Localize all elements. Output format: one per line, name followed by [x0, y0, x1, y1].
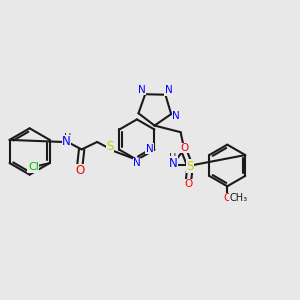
Text: N: N — [138, 85, 146, 95]
Text: N: N — [169, 157, 178, 169]
Text: O: O — [181, 143, 189, 153]
Text: H: H — [169, 153, 176, 163]
Text: S: S — [106, 140, 114, 153]
Text: O: O — [223, 193, 231, 203]
Text: H: H — [64, 134, 71, 143]
Text: Cl: Cl — [28, 162, 39, 172]
Text: O: O — [184, 179, 193, 189]
Text: O: O — [75, 164, 85, 177]
Text: N: N — [172, 111, 180, 121]
Text: CH₃: CH₃ — [230, 193, 247, 202]
Text: S: S — [186, 160, 194, 172]
Text: N: N — [146, 143, 154, 154]
Text: N: N — [165, 85, 172, 95]
Text: N: N — [133, 158, 141, 168]
Text: N: N — [62, 136, 71, 148]
